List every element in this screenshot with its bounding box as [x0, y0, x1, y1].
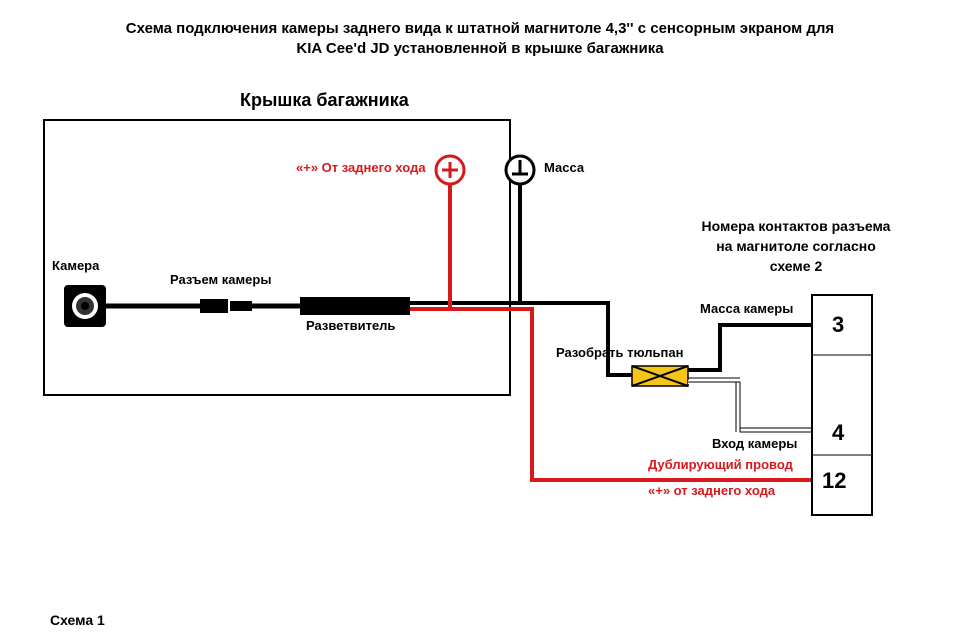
- plus-reverse-label: «+» От заднего хода: [296, 160, 426, 175]
- wire-tulip-to-pin3: [688, 325, 812, 370]
- splitter-block: [300, 297, 410, 315]
- wire-tulip-to-pin4-outline: [688, 382, 812, 432]
- splitter-label: Разветвитель: [306, 318, 395, 333]
- camera-input-label: Вход камеры: [712, 436, 797, 451]
- camera-connector-right: [230, 301, 252, 311]
- camera-connector-label: Разъем камеры: [170, 272, 271, 287]
- wiring-diagram-svg: [0, 0, 960, 642]
- connector-header-line3: схеме 2: [686, 258, 906, 274]
- connector-header-line2: на магнитоле согласно: [686, 238, 906, 254]
- pin-4: 4: [832, 420, 844, 446]
- pin-3: 3: [832, 312, 844, 338]
- camera-ground-label: Масса камеры: [700, 301, 793, 316]
- wire-tulip-to-pin4-white: [688, 382, 812, 432]
- scheme-label: Схема 1: [50, 612, 105, 628]
- tulip-label: Разобрать тюльпан: [556, 345, 683, 360]
- ground-label: Масса: [544, 160, 584, 175]
- wire-black-to-tulip: [608, 301, 632, 375]
- pin-12: 12: [822, 468, 846, 494]
- camera-connector-left: [200, 299, 228, 313]
- connector-header-line1: Номера контактов разъема: [686, 218, 906, 234]
- plus-reverse-label2: «+» от заднего хода: [648, 483, 775, 498]
- camera-label: Камера: [52, 258, 99, 273]
- duplicate-wire-label: Дублирующий провод: [648, 457, 793, 472]
